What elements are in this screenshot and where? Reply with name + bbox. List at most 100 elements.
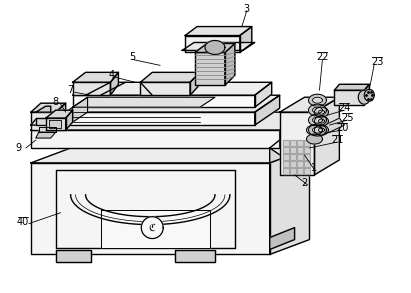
- Polygon shape: [185, 35, 240, 52]
- Polygon shape: [66, 110, 73, 130]
- Polygon shape: [304, 154, 309, 160]
- Polygon shape: [314, 125, 328, 135]
- Polygon shape: [140, 72, 200, 82]
- Polygon shape: [283, 140, 289, 146]
- Polygon shape: [283, 161, 289, 167]
- Polygon shape: [309, 124, 326, 136]
- Polygon shape: [73, 97, 215, 107]
- Polygon shape: [140, 82, 190, 95]
- Polygon shape: [314, 97, 339, 175]
- Polygon shape: [73, 82, 111, 95]
- Polygon shape: [255, 95, 279, 125]
- Polygon shape: [39, 127, 56, 132]
- Polygon shape: [31, 130, 279, 148]
- Text: 8: 8: [53, 97, 59, 107]
- Polygon shape: [314, 118, 344, 137]
- Polygon shape: [297, 168, 302, 174]
- Text: 25: 25: [341, 113, 353, 123]
- Polygon shape: [319, 128, 324, 132]
- Polygon shape: [309, 114, 326, 126]
- Polygon shape: [290, 147, 296, 153]
- Polygon shape: [309, 104, 326, 116]
- Polygon shape: [312, 97, 323, 103]
- Polygon shape: [307, 134, 323, 144]
- Polygon shape: [297, 161, 302, 167]
- Polygon shape: [290, 168, 296, 174]
- Text: 7: 7: [67, 85, 74, 95]
- Text: 21: 21: [331, 135, 344, 145]
- Polygon shape: [73, 82, 272, 95]
- Polygon shape: [195, 43, 235, 52]
- Polygon shape: [270, 130, 309, 163]
- Polygon shape: [66, 95, 279, 112]
- Text: ℭ: ℭ: [149, 223, 156, 233]
- Polygon shape: [297, 140, 302, 146]
- Polygon shape: [283, 147, 289, 153]
- Text: 23: 23: [371, 57, 383, 67]
- Polygon shape: [111, 72, 118, 95]
- Polygon shape: [270, 112, 339, 175]
- Polygon shape: [185, 27, 252, 35]
- Polygon shape: [56, 250, 90, 263]
- Polygon shape: [225, 43, 235, 85]
- Polygon shape: [31, 103, 66, 112]
- Polygon shape: [304, 161, 309, 167]
- Polygon shape: [290, 161, 296, 167]
- Text: 4: 4: [109, 70, 115, 80]
- Polygon shape: [335, 90, 364, 105]
- Polygon shape: [240, 27, 252, 52]
- Polygon shape: [46, 118, 66, 130]
- Polygon shape: [31, 112, 56, 130]
- Text: 9: 9: [16, 143, 22, 153]
- Polygon shape: [73, 97, 88, 122]
- Polygon shape: [101, 210, 210, 248]
- Polygon shape: [36, 132, 56, 138]
- Polygon shape: [304, 147, 309, 153]
- Polygon shape: [297, 147, 302, 153]
- Polygon shape: [314, 107, 328, 117]
- Polygon shape: [270, 148, 309, 255]
- Polygon shape: [312, 117, 323, 123]
- Polygon shape: [49, 120, 61, 128]
- Polygon shape: [309, 94, 326, 106]
- Text: 20: 20: [336, 123, 349, 133]
- Polygon shape: [290, 154, 296, 160]
- Polygon shape: [31, 112, 314, 130]
- Polygon shape: [297, 154, 302, 160]
- Polygon shape: [46, 110, 73, 118]
- Polygon shape: [36, 118, 51, 125]
- Polygon shape: [290, 140, 296, 146]
- Polygon shape: [73, 95, 255, 107]
- Polygon shape: [56, 103, 66, 130]
- Polygon shape: [31, 119, 61, 125]
- Polygon shape: [364, 84, 369, 105]
- Polygon shape: [364, 89, 374, 101]
- Polygon shape: [312, 127, 323, 133]
- Polygon shape: [279, 112, 314, 148]
- Polygon shape: [319, 119, 324, 123]
- Polygon shape: [314, 116, 328, 126]
- Polygon shape: [175, 250, 215, 263]
- Text: 5: 5: [129, 52, 136, 62]
- Polygon shape: [279, 112, 314, 175]
- Polygon shape: [66, 112, 255, 125]
- Polygon shape: [335, 84, 369, 90]
- Polygon shape: [195, 43, 235, 52]
- Text: 22: 22: [316, 52, 329, 62]
- Polygon shape: [141, 217, 163, 239]
- Polygon shape: [182, 42, 255, 50]
- Polygon shape: [255, 82, 272, 107]
- Text: 1: 1: [312, 163, 318, 173]
- Polygon shape: [270, 228, 295, 250]
- Polygon shape: [31, 163, 270, 255]
- Polygon shape: [36, 106, 51, 112]
- Polygon shape: [31, 148, 309, 163]
- Polygon shape: [283, 168, 289, 174]
- Polygon shape: [205, 40, 225, 54]
- Polygon shape: [195, 52, 225, 85]
- Polygon shape: [283, 154, 289, 160]
- Polygon shape: [279, 97, 339, 112]
- Text: 3: 3: [244, 4, 250, 14]
- Polygon shape: [190, 72, 200, 95]
- Polygon shape: [319, 110, 324, 114]
